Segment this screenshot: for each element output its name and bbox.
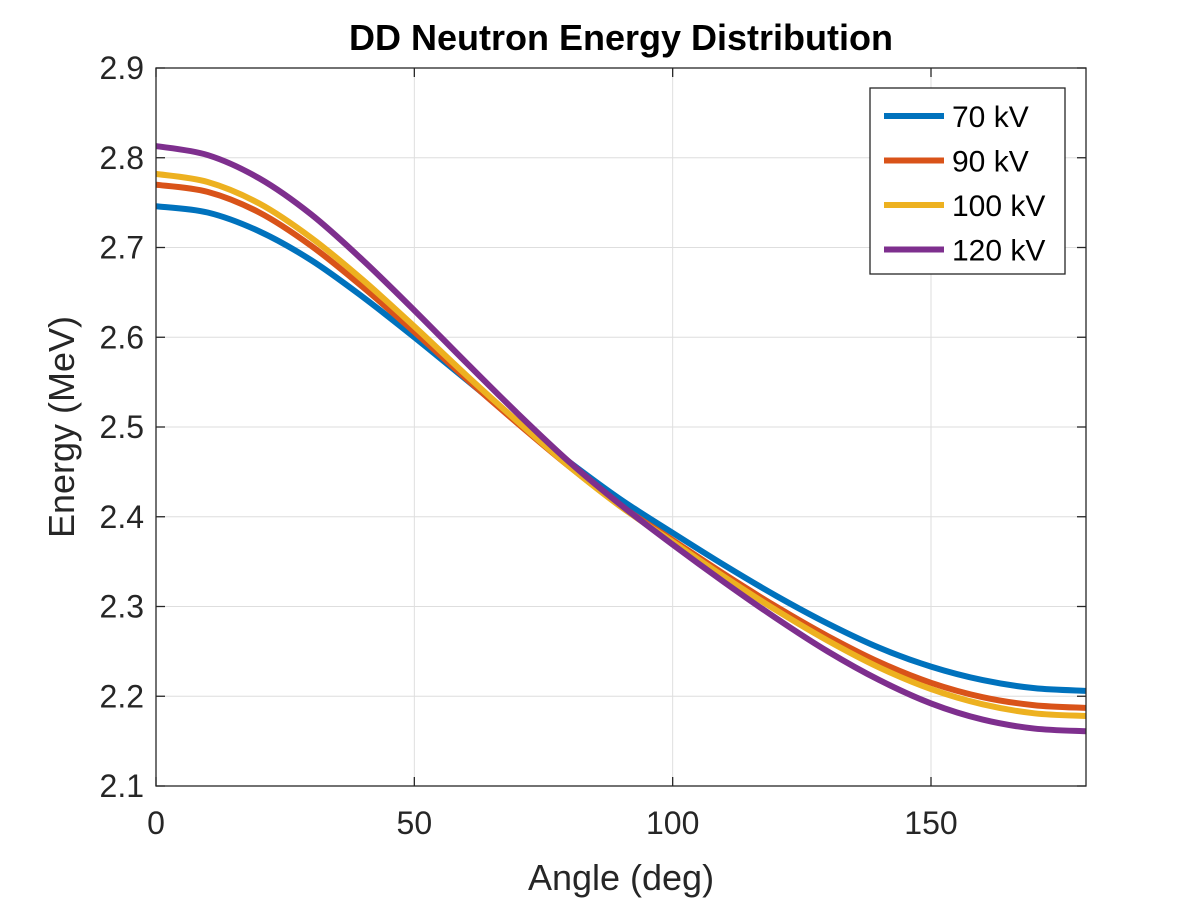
y-tick-label: 2.4 [100,499,144,535]
series-line-1 [155,203,1087,694]
x-tick-label: 150 [904,805,957,841]
chart-title: DD Neutron Energy Distribution [349,17,893,58]
x-axis-label: Angle (deg) [528,857,714,898]
y-tick-label: 2.6 [100,319,144,355]
x-tick-label: 100 [646,805,699,841]
y-tick-label: 2.3 [100,589,144,625]
legend: 70 kV 90 kV 100 kV 120 kV [869,87,1066,275]
series-lines [155,143,1087,735]
y-tick-label: 2.8 [100,140,144,176]
legend-label: 90 kV [952,146,1029,179]
y-tick-label: 2.5 [100,409,144,445]
legend-label: 70 kV [952,101,1029,134]
x-tick-label: 50 [397,805,433,841]
legend-label: 120 kV [952,235,1045,268]
series-line-4 [155,143,1087,735]
y-tick-label: 2.9 [100,50,144,86]
x-tick-label: 0 [147,805,165,841]
y-axis-label: Energy (MeV) [41,316,82,538]
y-tick-label: 2.7 [100,230,144,266]
y-tick-label: 2.1 [100,768,144,804]
tick-labels: 0 50 100 150 2.1 2.2 2.3 2.4 2.5 2.6 2.7 2.8 2.9 [100,50,958,841]
y-tick-label: 2.2 [100,678,144,714]
legend-label: 100 kV [952,190,1045,223]
axis-ticks [155,67,1086,787]
